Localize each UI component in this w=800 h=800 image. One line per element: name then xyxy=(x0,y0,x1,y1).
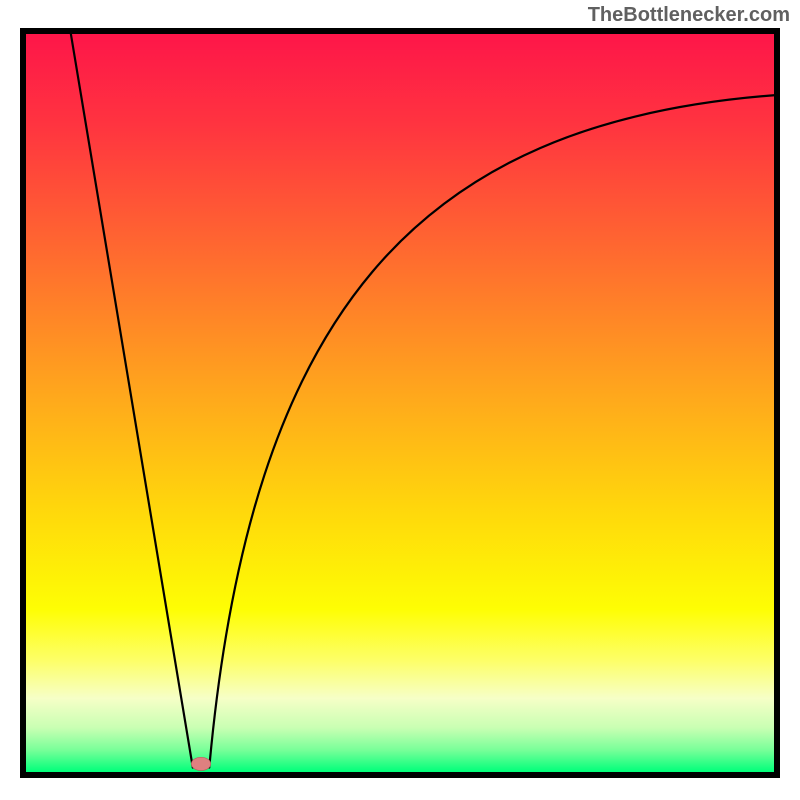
plot-background xyxy=(26,34,774,772)
watermark-text: TheBottlenecker.com xyxy=(588,4,790,27)
bottleneck-chart: TheBottlenecker.com xyxy=(0,0,800,800)
chart-svg xyxy=(0,0,800,800)
minimum-marker xyxy=(191,757,210,770)
